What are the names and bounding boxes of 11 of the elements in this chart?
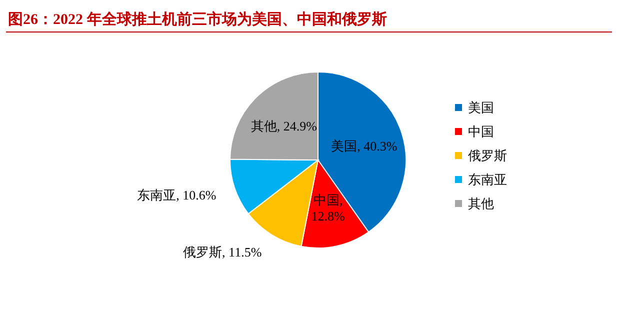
- data-label: 美国, 40.3%: [331, 138, 398, 154]
- data-label: 俄罗斯, 11.5%: [183, 244, 262, 260]
- legend-label: 东南亚: [468, 172, 507, 187]
- data-label: 其他, 24.9%: [250, 118, 318, 134]
- legend-label: 俄罗斯: [468, 148, 507, 163]
- chart-title: 图26：2022 年全球推土机前三市场为美国、中国和俄罗斯: [8, 10, 387, 28]
- legend-label: 其他: [468, 196, 494, 211]
- legend-label: 中国: [468, 124, 494, 139]
- legend-label: 美国: [468, 100, 494, 115]
- data-label: 中国, 12.8%: [311, 192, 346, 224]
- data-label: 东南亚, 10.6%: [137, 187, 216, 202]
